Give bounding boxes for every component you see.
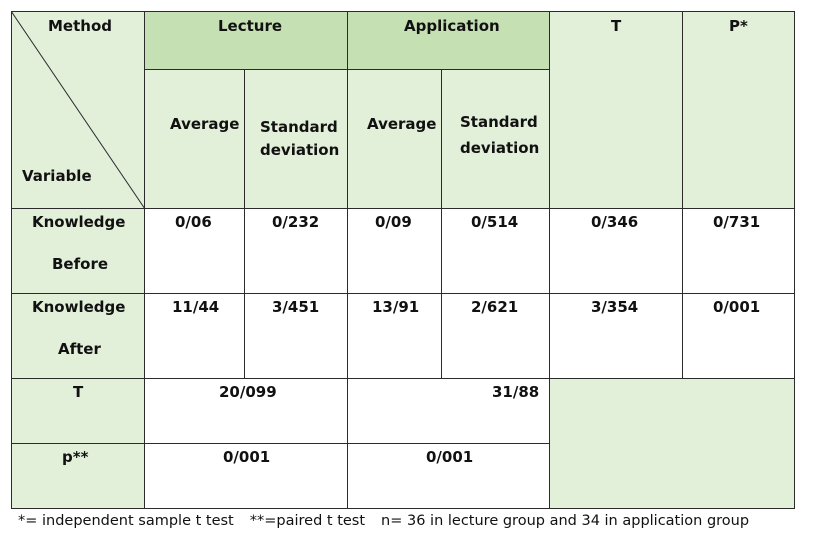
std-label-line2: deviation (460, 139, 540, 157)
diagonal-divider (11, 11, 145, 209)
table-cell: 0/001 (347, 443, 550, 509)
table-cell: 0/06 (144, 208, 245, 294)
empty-merged-cell (549, 378, 795, 509)
cell-value: 0/06 (175, 213, 212, 231)
t-header-label: T (611, 17, 622, 35)
table-cell: 2/621 (441, 293, 550, 379)
table-cell: 0/346 (549, 208, 683, 294)
row-label: p** (62, 448, 89, 466)
std-label-line1: Standard (460, 113, 538, 131)
row-label: T (73, 383, 84, 401)
t-header: T (549, 11, 683, 209)
row-label-t: T (11, 378, 145, 444)
footnote: *= independent sample t test **=paired t … (18, 513, 765, 529)
cell-value: 0/09 (375, 213, 412, 231)
row-label-line2: Before (52, 255, 109, 273)
p-header-label: P* (729, 17, 748, 35)
table-cell: 3/451 (244, 293, 348, 379)
lecture-header-label: Lecture (218, 17, 283, 35)
cell-value: 0/346 (591, 213, 639, 231)
cell-value: 2/621 (471, 298, 519, 316)
table-cell: 0/514 (441, 208, 550, 294)
cell-value: 0/731 (713, 213, 761, 231)
std-label-line1: Standard (260, 118, 338, 136)
table-cell: 31/88 (347, 378, 550, 444)
table-cell: 20/099 (144, 378, 348, 444)
p-header: P* (682, 11, 795, 209)
results-table: Method Variable Lecture Application T P*… (11, 11, 795, 509)
table-cell: 0/731 (682, 208, 795, 294)
row-label-p: p** (11, 443, 145, 509)
row-label-line1: Knowledge (32, 298, 126, 316)
average-label: Average (367, 115, 437, 133)
cell-value: 0/232 (272, 213, 320, 231)
std-label-line2: deviation (260, 141, 340, 159)
cell-value: 0/514 (471, 213, 519, 231)
table-cell: 3/354 (549, 293, 683, 379)
cell-value: 0/001 (426, 448, 474, 466)
cell-value: 13/91 (372, 298, 420, 316)
cell-value: 20/099 (219, 383, 277, 401)
lecture-header: Lecture (144, 11, 348, 70)
application-std-header: Standard deviation (441, 69, 550, 209)
row-label-line1: Knowledge (32, 213, 126, 231)
footnote-sample-size: n= 36 in lecture group and 34 in applica… (381, 513, 750, 529)
row-label-line2: After (58, 340, 101, 358)
average-label: Average (170, 115, 240, 133)
variable-label: Variable (22, 167, 92, 185)
cell-value: 11/44 (172, 298, 220, 316)
row-label-knowledge-after: Knowledge After (11, 293, 145, 379)
footnote-paired: **=paired t test (249, 513, 366, 529)
table-cell: 13/91 (347, 293, 442, 379)
table-cell: 0/001 (682, 293, 795, 379)
method-variable-header: Method Variable (11, 11, 145, 209)
cell-value: 3/354 (591, 298, 639, 316)
table-cell: 11/44 (144, 293, 245, 379)
lecture-std-header: Standard deviation (244, 69, 348, 209)
application-average-header: Average (347, 69, 442, 209)
table-cell: 0/232 (244, 208, 348, 294)
cell-value: 0/001 (223, 448, 271, 466)
table-cell: 0/09 (347, 208, 442, 294)
application-header-label: Application (404, 17, 500, 35)
lecture-average-header: Average (144, 69, 245, 209)
application-header: Application (347, 11, 550, 70)
method-label: Method (48, 17, 112, 35)
footnote-independent: *= independent sample t test (18, 513, 234, 529)
cell-value: 0/001 (713, 298, 761, 316)
cell-value: 3/451 (272, 298, 320, 316)
row-label-knowledge-before: Knowledge Before (11, 208, 145, 294)
cell-value: 31/88 (492, 383, 540, 401)
table-cell: 0/001 (144, 443, 348, 509)
